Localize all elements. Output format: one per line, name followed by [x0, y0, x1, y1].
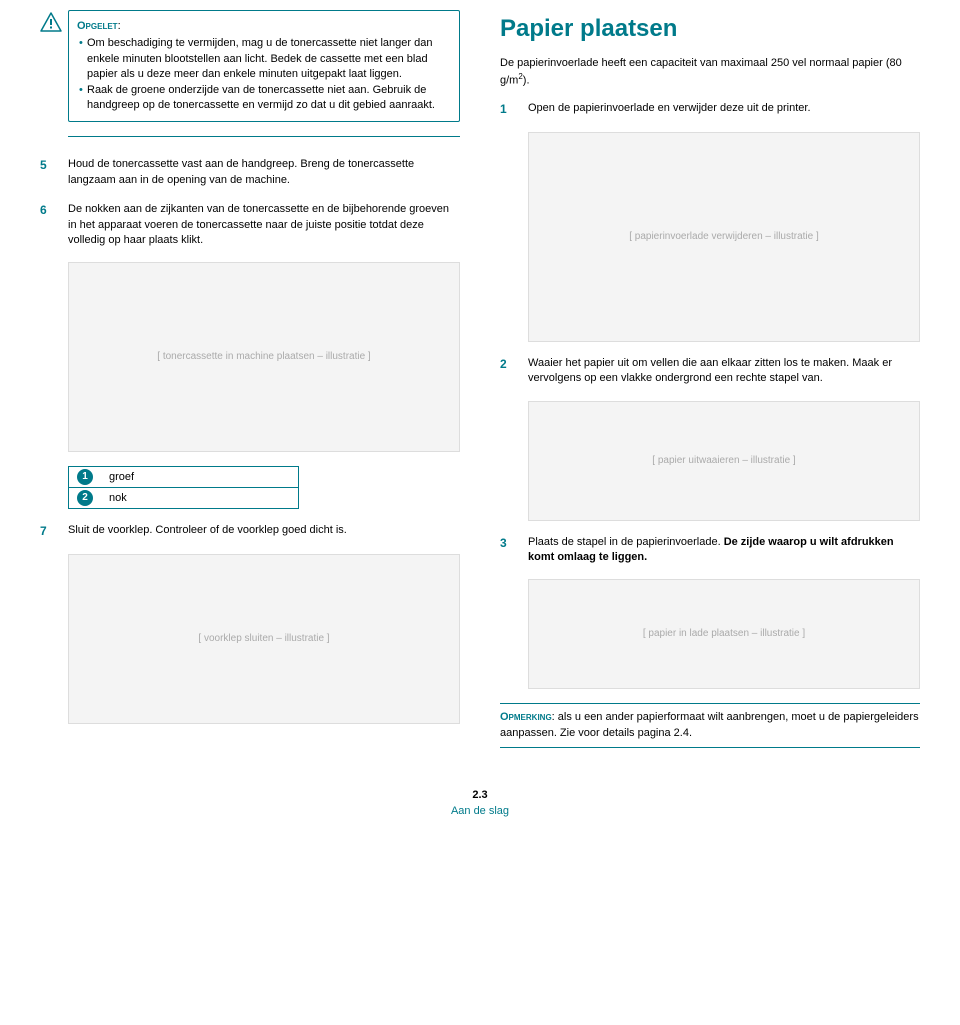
caution-item: Raak de groene onderzijde van de tonerca… [79, 83, 451, 114]
step-number: 5 [40, 157, 54, 188]
step-number: 6 [40, 202, 54, 248]
warning-icon [39, 11, 63, 35]
step-1: 1 Open de papierinvoerlade en verwijder … [500, 101, 920, 118]
illustration-close-cover: [ voorklep sluiten – illustratie ] [68, 554, 460, 724]
page-number: 2.3 [40, 788, 920, 803]
step-text: Sluit de voorklep. Controleer of de voor… [68, 523, 460, 540]
illustration-load-paper: [ papier in lade plaatsen – illustratie … [528, 579, 920, 689]
note-box: Opmerking: als u een ander papierformaat… [500, 703, 920, 748]
page-footer: 2.3 Aan de slag [40, 788, 920, 819]
step-7: 7 Sluit de voorklep. Controleer of de vo… [40, 523, 460, 540]
caution-item: Om beschadiging te vermijden, mag u de t… [79, 36, 451, 82]
step-5: 5 Houd de tonercassette vast aan de hand… [40, 157, 460, 188]
legend-badge: 1 [77, 469, 93, 485]
step-text: Plaats de stapel in de papierinvoerlade.… [528, 535, 920, 566]
legend-badge: 2 [77, 490, 93, 506]
step-text: Open de papierinvoerlade en verwijder de… [528, 101, 920, 118]
legend-label: groef [101, 467, 299, 488]
intro-text: De papierinvoerlade heeft een capaciteit… [500, 56, 920, 89]
illustration-fan-paper: [ papier uitwaaieren – illustratie ] [528, 401, 920, 521]
illustration-insert-toner: [ tonercassette in machine plaatsen – il… [68, 262, 460, 452]
illustration-remove-tray: [ papierinvoerlade verwijderen – illustr… [528, 132, 920, 342]
intro-part: ). [523, 75, 530, 87]
step-number: 7 [40, 523, 54, 540]
note-title: Opmerking [500, 711, 552, 723]
step-text: Houd de tonercassette vast aan de handgr… [68, 157, 460, 188]
caution-box: Opgelet: Om beschadiging te vermijden, m… [68, 10, 460, 122]
intro-part: De papierinvoerlade heeft een capaciteit… [500, 57, 902, 87]
step-text-part: Plaats de stapel in de papierinvoerlade. [528, 536, 724, 548]
table-row: 1 groef [69, 467, 299, 488]
table-row: 2 nok [69, 488, 299, 509]
section-title: Papier plaatsen [500, 12, 920, 46]
divider [68, 136, 460, 137]
page-section-label: Aan de slag [40, 804, 920, 819]
step-text: Waaier het papier uit om vellen die aan … [528, 356, 920, 387]
step-3: 3 Plaats de stapel in de papierinvoerlad… [500, 535, 920, 566]
caution-title: Opgelet [77, 20, 118, 32]
step-number: 2 [500, 356, 514, 387]
legend-label: nok [101, 488, 299, 509]
note-text: : als u een ander papierformaat wilt aan… [500, 711, 919, 738]
step-text: De nokken aan de zijkanten van de tonerc… [68, 202, 460, 248]
step-2: 2 Waaier het papier uit om vellen die aa… [500, 356, 920, 387]
step-number: 3 [500, 535, 514, 566]
caution-colon: : [118, 20, 121, 32]
step-6: 6 De nokken aan de zijkanten van de tone… [40, 202, 460, 248]
step-number: 1 [500, 101, 514, 118]
legend-table: 1 groef 2 nok [68, 466, 299, 509]
